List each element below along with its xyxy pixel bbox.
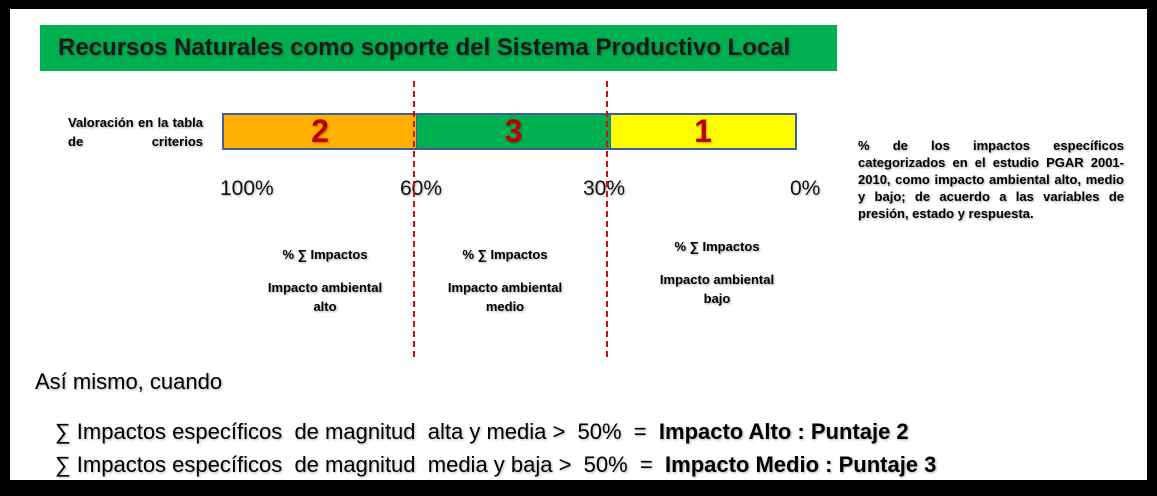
column-text: Impacto ambiental bajo bbox=[659, 272, 775, 306]
rule-line: ∑ Impactos específicos de magnitud alta … bbox=[55, 419, 909, 445]
percent-label: 30% bbox=[583, 177, 626, 200]
rule-text: ∑ Impactos específicos de magnitud media… bbox=[55, 452, 666, 477]
scale-label: Valoración en la tabla de criterios bbox=[68, 115, 203, 149]
percent-label: 60% bbox=[400, 177, 443, 200]
column: % ∑ Impactos Impacto ambiental bajo bbox=[632, 237, 802, 308]
column-text: Impacto ambiental alto bbox=[267, 280, 383, 314]
segment: 2 bbox=[224, 115, 416, 148]
divider bbox=[606, 81, 608, 357]
column-heading: % ∑ Impactos bbox=[462, 247, 548, 262]
column-text: Impacto ambiental medio bbox=[447, 280, 563, 314]
rule-result: Impacto Alto : Puntaje 2 bbox=[658, 419, 909, 444]
percent-label: 100% bbox=[220, 177, 274, 200]
rule-text: ∑ Impactos específicos de magnitud alta … bbox=[55, 419, 659, 444]
column-heading: % ∑ Impactos bbox=[674, 239, 760, 254]
column: % ∑ Impactos Impacto ambiental alto bbox=[240, 245, 410, 316]
divider bbox=[413, 81, 415, 357]
percent-label: 0% bbox=[790, 177, 821, 200]
slide: Recursos Naturales como soporte del Sist… bbox=[10, 9, 1147, 480]
column-heading: % ∑ Impactos bbox=[282, 247, 368, 262]
column: % ∑ Impactos Impacto ambiental medio bbox=[420, 245, 590, 316]
rating-bar: 2 3 1 bbox=[222, 113, 797, 150]
rule-line: ∑ Impactos específicos de magnitud media… bbox=[55, 452, 936, 478]
rule-result: Impacto Medio : Puntaje 3 bbox=[665, 452, 937, 477]
title-bar: Recursos Naturales como soporte del Sist… bbox=[40, 25, 837, 71]
intro: Así mismo, cuando bbox=[35, 369, 223, 394]
segment: 1 bbox=[610, 115, 795, 148]
segment: 3 bbox=[416, 115, 610, 148]
note: % de los impactos específicos categoriza… bbox=[858, 138, 1124, 221]
